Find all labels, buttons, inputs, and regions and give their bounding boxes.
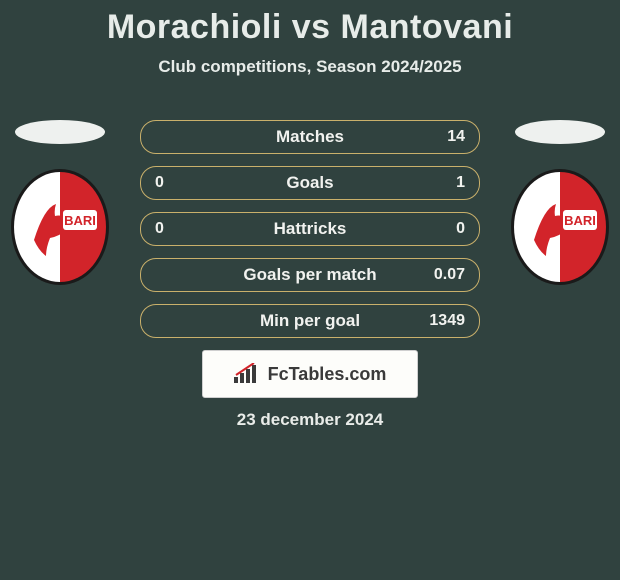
player-right-column: BARI: [500, 120, 620, 286]
club-badge-left: BARI: [10, 168, 110, 286]
source-brand-text: FcTables.com: [268, 364, 387, 385]
stat-right-value: 0: [409, 220, 465, 238]
stat-label: Goals: [211, 173, 409, 193]
bari-crest-icon: BARI: [510, 168, 610, 286]
comparison-card: Morachioli vs Mantovani Club competition…: [0, 0, 620, 580]
stat-label: Matches: [211, 127, 409, 147]
stat-label: Goals per match: [211, 265, 409, 285]
stat-row: Matches 14: [140, 120, 480, 154]
player-right-photo-placeholder: [515, 120, 605, 144]
source-badge: FcTables.com: [202, 350, 418, 398]
page-title: Morachioli vs Mantovani: [0, 0, 620, 47]
stat-row: 0 Hattricks 0: [140, 212, 480, 246]
stat-right-value: 0.07: [409, 266, 465, 284]
stat-row: Min per goal 1349: [140, 304, 480, 338]
stat-right-value: 14: [409, 128, 465, 146]
stat-right-value: 1349: [409, 312, 465, 330]
stat-right-value: 1: [409, 174, 465, 192]
stat-label: Hattricks: [211, 219, 409, 239]
footer-date: 23 december 2024: [0, 410, 620, 430]
stat-left-value: 0: [155, 174, 211, 192]
stat-row: 0 Goals 1: [140, 166, 480, 200]
page-subtitle: Club competitions, Season 2024/2025: [0, 57, 620, 77]
player-left-photo-placeholder: [15, 120, 105, 144]
stat-label: Min per goal: [211, 311, 409, 331]
stats-list: Matches 14 0 Goals 1 0 Hattricks 0 Goals…: [140, 120, 480, 338]
bar-chart-icon: [234, 363, 262, 385]
stat-row: Goals per match 0.07: [140, 258, 480, 292]
stat-left-value: 0: [155, 220, 211, 238]
bari-crest-icon: BARI: [10, 168, 110, 286]
club-badge-left-text: BARI: [64, 213, 96, 228]
player-left-column: BARI: [0, 120, 120, 286]
club-badge-right: BARI: [510, 168, 610, 286]
club-badge-right-text: BARI: [564, 213, 596, 228]
